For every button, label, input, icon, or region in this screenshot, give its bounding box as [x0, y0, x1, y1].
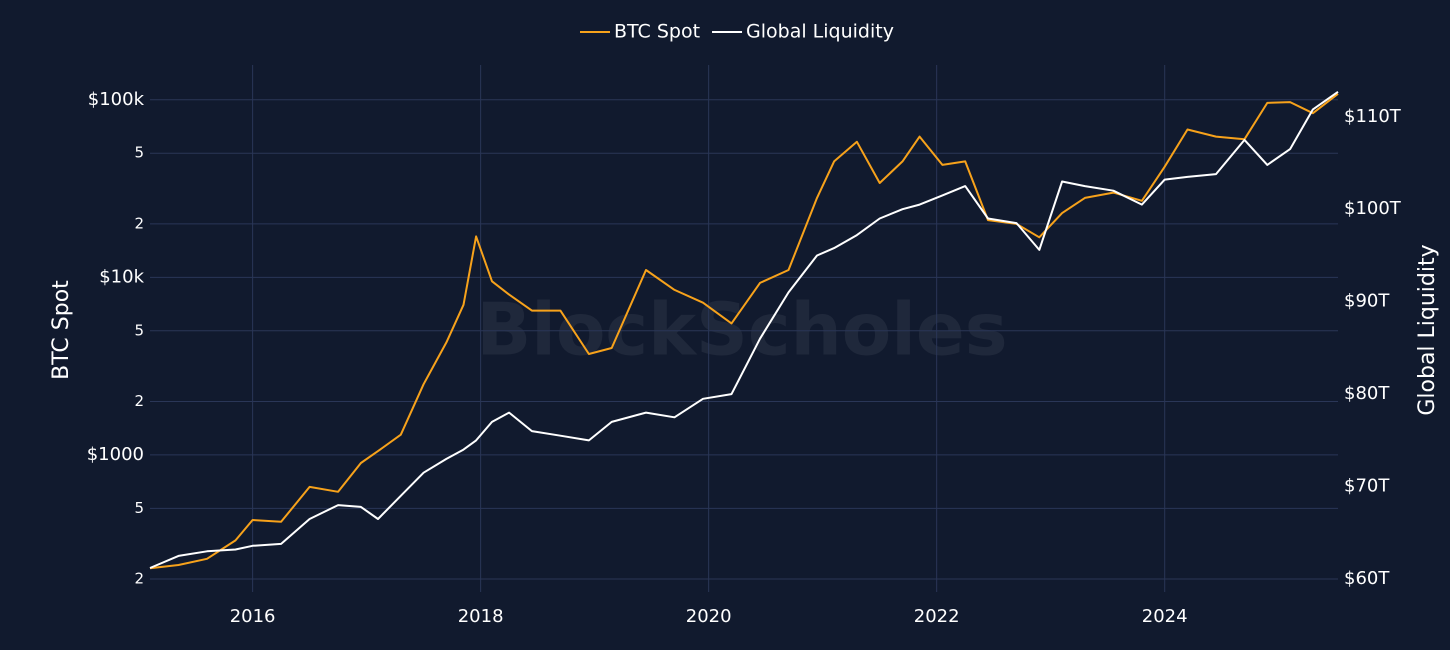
y2-tick-label: $90T — [1344, 291, 1390, 312]
y-axis-title: BTC Spot — [49, 280, 74, 380]
x-tick-label: 2022 — [914, 606, 960, 627]
y2-tick-label: $110T — [1344, 106, 1402, 127]
y-tick-label: 2 — [134, 570, 144, 588]
y-tick-label: 2 — [134, 214, 144, 232]
y-tick-label: 5 — [134, 144, 144, 162]
y-tick-label: $10k — [99, 266, 144, 287]
y2-tick-label: $70T — [1344, 476, 1390, 497]
x-tick-label: 2024 — [1142, 606, 1188, 627]
y-tick-label: 5 — [134, 499, 144, 517]
y2-tick-label: $80T — [1344, 383, 1390, 404]
x-tick-label: 2016 — [230, 606, 276, 627]
x-tick-label: 2020 — [686, 606, 732, 627]
y-tick-label: $100k — [88, 89, 145, 110]
y2-axis-title: Global Liquidity — [1415, 244, 1440, 415]
y-tick-label: 2 — [134, 392, 144, 410]
y2-tick-label: $60T — [1344, 568, 1390, 589]
line-series — [149, 93, 1339, 570]
y-tick-label: $1000 — [87, 444, 144, 465]
y2-tick-label: $100T — [1344, 198, 1402, 219]
grid — [150, 65, 1338, 592]
x-tick-label: 2018 — [458, 606, 504, 627]
legend-label: BTC Spot — [614, 21, 700, 43]
watermark: BlockScholes — [476, 288, 1007, 372]
legend-label: Global Liquidity — [746, 21, 894, 43]
line-series — [149, 90, 1339, 569]
y-tick-label: 5 — [134, 321, 144, 339]
